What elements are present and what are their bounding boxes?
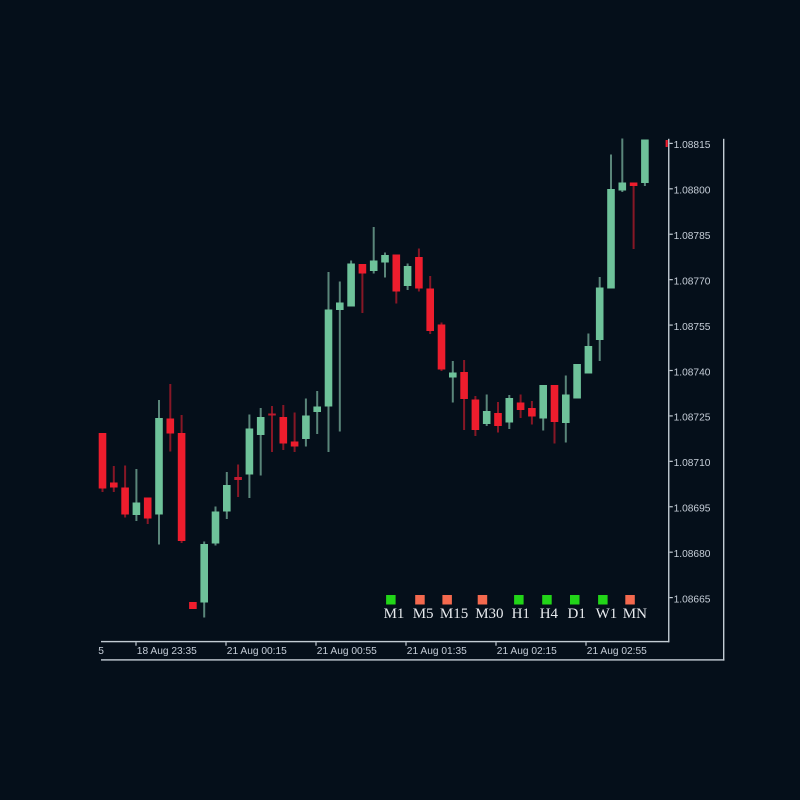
svg-text:D1: D1 <box>568 606 586 622</box>
svg-text:1.08800: 1.08800 <box>674 186 711 197</box>
svg-text:1.08665: 1.08665 <box>674 594 711 605</box>
svg-text:M1: M1 <box>384 606 405 622</box>
svg-text:1.08725: 1.08725 <box>674 413 711 424</box>
svg-text:MN: MN <box>623 606 647 622</box>
svg-text:M15: M15 <box>440 606 468 622</box>
svg-text:1.08680: 1.08680 <box>674 549 711 560</box>
svg-text:21 Aug 00:15: 21 Aug 00:15 <box>227 646 287 657</box>
svg-text:1.08710: 1.08710 <box>674 458 711 469</box>
svg-text:21 Aug 00:55: 21 Aug 00:55 <box>317 646 377 657</box>
svg-text:21 Aug 01:35: 21 Aug 01:35 <box>407 646 467 657</box>
svg-text:H4: H4 <box>540 606 559 622</box>
svg-text:1.08770: 1.08770 <box>674 276 711 287</box>
svg-text:M30: M30 <box>475 606 503 622</box>
svg-text:W1: W1 <box>596 606 618 622</box>
svg-text:21 Aug 02:55: 21 Aug 02:55 <box>587 646 647 657</box>
svg-text:1.08785: 1.08785 <box>674 231 711 242</box>
svg-text:1.08740: 1.08740 <box>674 367 711 378</box>
svg-text:H1: H1 <box>512 606 530 622</box>
svg-text:18 Aug 23:35: 18 Aug 23:35 <box>137 646 197 657</box>
svg-text:21 Aug 02:15: 21 Aug 02:15 <box>497 646 557 657</box>
svg-text:1.08695: 1.08695 <box>674 504 711 515</box>
svg-text:5: 5 <box>98 646 104 657</box>
svg-text:M5: M5 <box>413 606 434 622</box>
svg-text:1.08755: 1.08755 <box>674 322 711 333</box>
svg-text:1.08815: 1.08815 <box>674 140 711 151</box>
